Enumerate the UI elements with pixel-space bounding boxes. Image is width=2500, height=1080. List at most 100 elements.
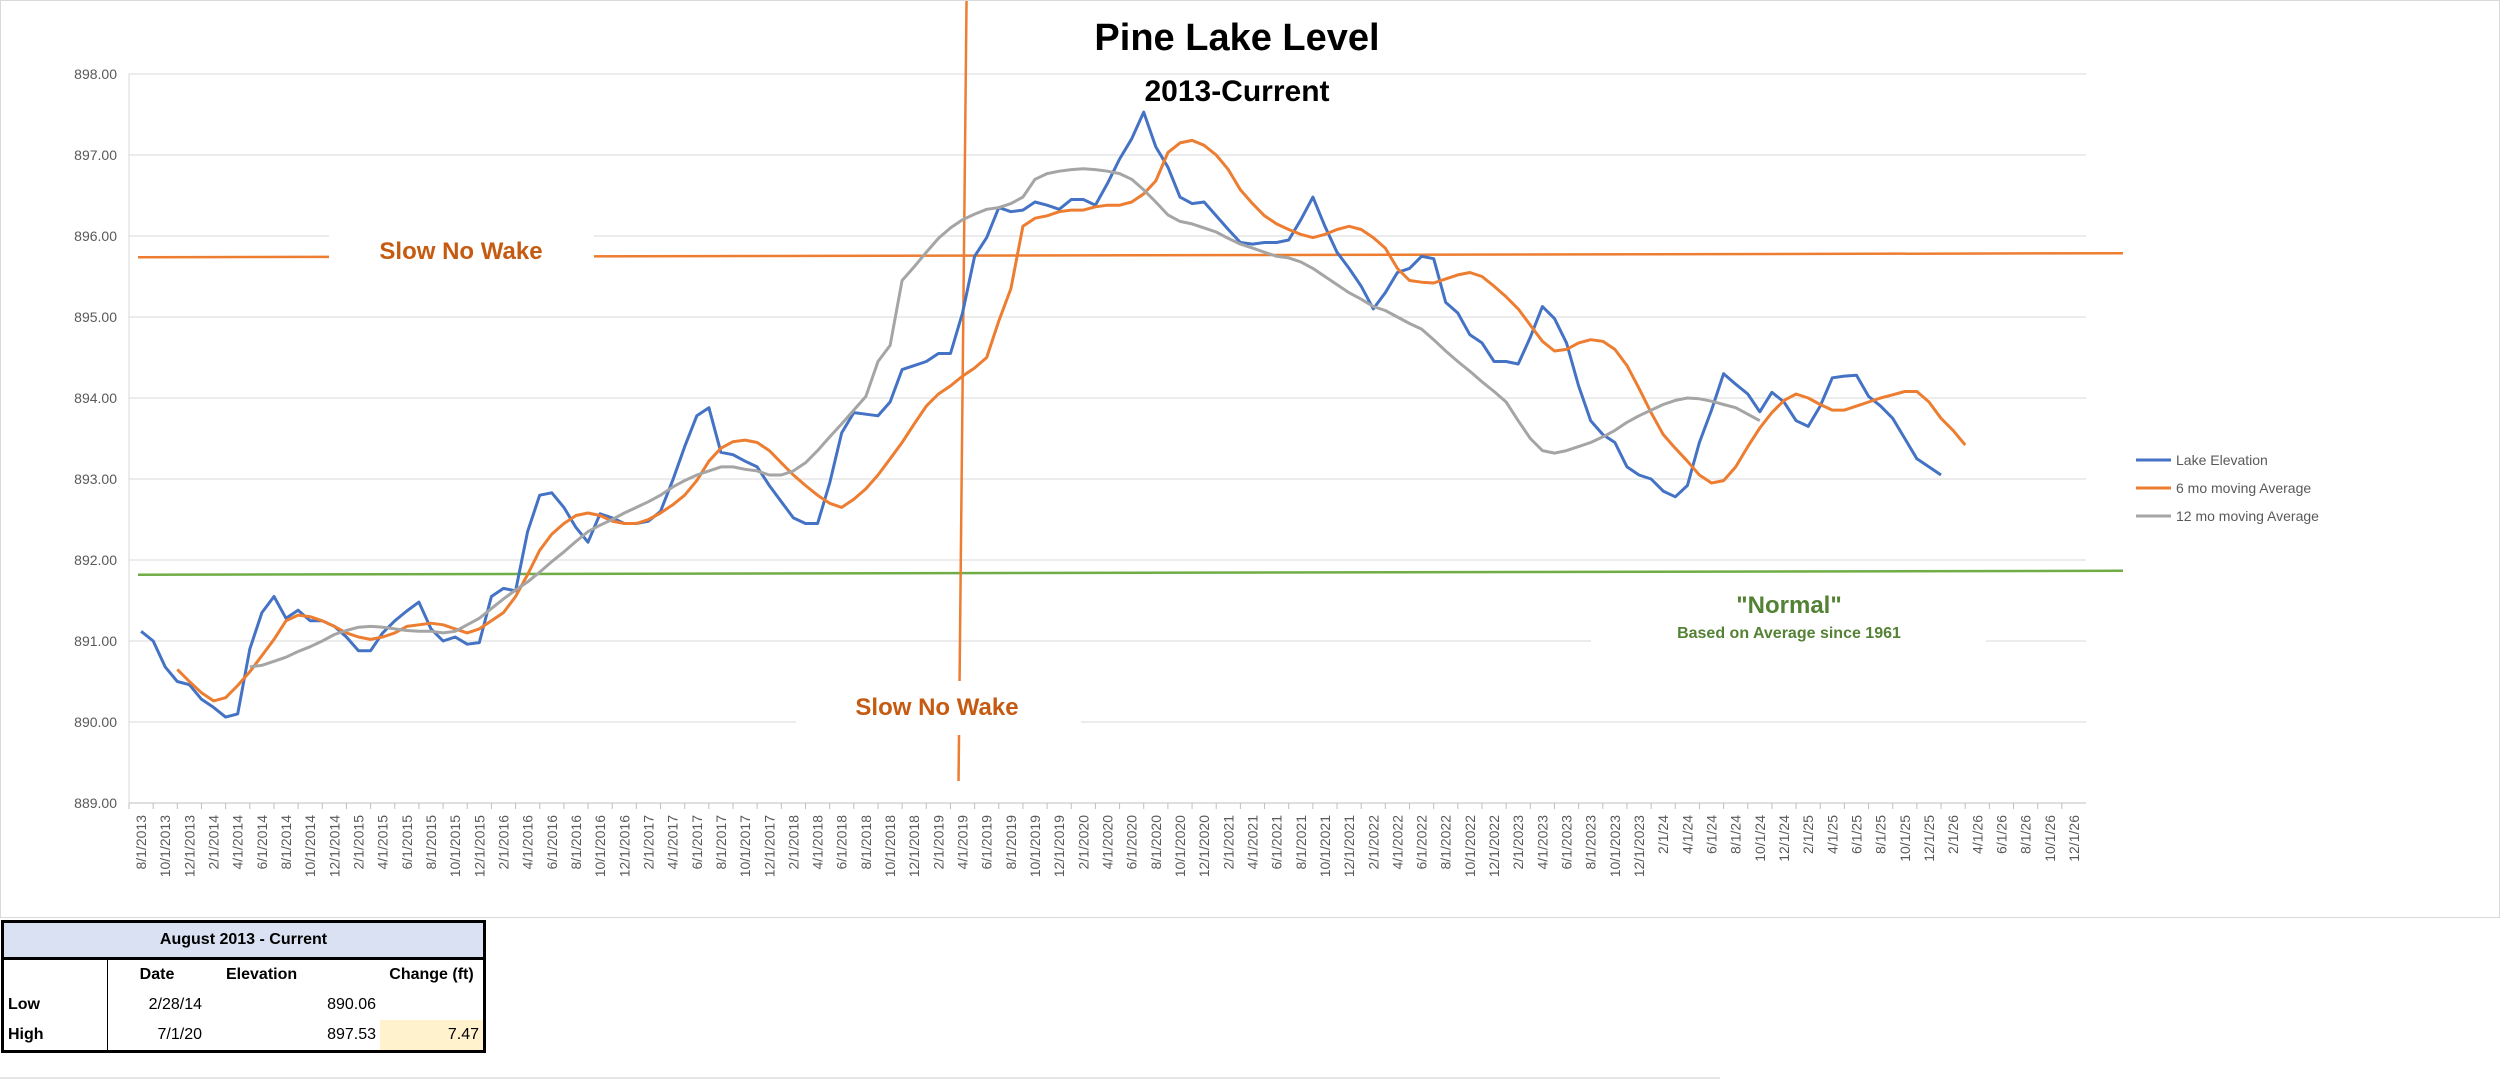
divider — [0, 1077, 1720, 1079]
x-tick-label: 4/1/2016 — [520, 815, 536, 870]
summary-table: August 2013 - Current Date Elevation Cha… — [1, 920, 486, 1053]
x-tick-label: 4/1/2022 — [1389, 815, 1405, 870]
gridlines — [128, 73, 2086, 804]
y-tick-label: 898.00 — [74, 66, 117, 82]
x-tick-label: 4/1/2023 — [1534, 815, 1550, 870]
x-tick-label: 12/1/2023 — [1631, 815, 1647, 877]
x-tick-label: 12/1/2021 — [1341, 815, 1357, 877]
series-line-1 — [140, 110, 1942, 719]
low-elevation: 890.06 — [327, 996, 376, 1013]
table-header-date: Date — [107, 958, 206, 990]
x-tick-label: 2/1/2021 — [1220, 815, 1236, 870]
x-tick-label: 10/1/2017 — [737, 815, 753, 877]
series-lines — [140, 110, 1967, 719]
x-tick-label: 10/1/2019 — [1027, 815, 1043, 877]
x-tick-label: 2/1/2023 — [1510, 815, 1526, 870]
line-chart: 889.00 890.00 891.00 892.00 893.00 894.00 895.… — [74, 1, 2319, 877]
x-tick-label: 2/1/25 — [1800, 815, 1816, 854]
x-tick-label: 12/1/2022 — [1486, 815, 1502, 877]
y-tick-label: 897.00 — [74, 147, 117, 163]
x-tick-label: 8/1/25 — [1873, 815, 1889, 854]
x-tick-label: 10/1/2014 — [302, 815, 318, 877]
x-tick-label: 10/1/2015 — [447, 815, 463, 877]
legend-label: Lake Elevation — [2176, 452, 2268, 468]
x-tick-label: 6/1/2018 — [834, 815, 850, 870]
x-tick-label: 10/1/2020 — [1172, 815, 1188, 877]
chart-subtitle: 2013-Current — [1144, 75, 1329, 108]
table-header-blank — [3, 959, 108, 991]
x-tick-label: 10/1/2023 — [1607, 815, 1623, 877]
x-tick-label: 6/1/2016 — [544, 815, 560, 870]
x-tick-label: 8/1/2015 — [423, 815, 439, 870]
x-tick-label: 8/1/2013 — [133, 815, 149, 870]
table-header-elevation: Elevation — [226, 966, 298, 983]
x-tick-label: 6/1/24 — [1704, 815, 1720, 854]
x-tick-label: 4/1/24 — [1679, 815, 1695, 854]
high-date: 7/1/20 — [107, 1020, 206, 1052]
x-tick-label: 10/1/2022 — [1462, 815, 1478, 877]
vertical-marker-line — [957, 1, 968, 782]
low-change — [380, 990, 485, 1020]
x-tick-label: 8/1/2019 — [1003, 815, 1019, 870]
x-tick-label: 6/1/2021 — [1269, 815, 1285, 870]
y-tick-label: 892.00 — [74, 552, 117, 568]
y-tick-label: 891.00 — [74, 633, 117, 649]
y-axis-ticks: 889.00 890.00 891.00 892.00 893.00 894.00 895.… — [74, 66, 117, 811]
legend-label: 12 mo moving Average — [2176, 508, 2319, 524]
x-tick-label: 12/1/26 — [2066, 815, 2082, 862]
y-tick-label: 894.00 — [74, 390, 117, 406]
x-tick-label: 8/1/2023 — [1583, 815, 1599, 870]
low-date: 2/28/14 — [107, 990, 206, 1020]
low-label: Low — [8, 996, 40, 1013]
annotations: Slow No Wake Slow No Wake "Normal" Based… — [329, 226, 1986, 735]
legend-label: 6 mo moving Average — [2176, 480, 2311, 496]
x-tick-label: 4/1/26 — [1969, 815, 1985, 854]
x-tick-label: 2/1/2017 — [640, 815, 656, 870]
x-tick-label: 4/1/2019 — [955, 815, 971, 870]
x-tick-label: 12/1/24 — [1776, 815, 1792, 862]
x-axis-ticks: 8/1/2013 10/1/2013 12/1/2013 2/1/2014 4/1/20… — [128, 803, 2082, 877]
high-label: High — [8, 1026, 44, 1043]
x-tick-label: 6/1/2022 — [1414, 815, 1430, 870]
x-tick-label: 8/1/24 — [1728, 815, 1744, 854]
x-tick-label: 10/1/2018 — [882, 815, 898, 877]
x-tick-label: 8/1/2021 — [1293, 815, 1309, 870]
x-tick-label: 4/1/2014 — [230, 815, 246, 870]
x-tick-label: 6/1/2017 — [689, 815, 705, 870]
x-tick-label: 6/1/2023 — [1559, 815, 1575, 870]
x-tick-label: 8/1/2016 — [568, 815, 584, 870]
y-tick-label: 889.00 — [74, 795, 117, 811]
x-tick-label: 4/1/2017 — [665, 815, 681, 870]
high-elevation: 897.53 — [327, 1026, 376, 1043]
x-tick-label: 4/1/25 — [1824, 815, 1840, 854]
x-tick-label: 4/1/2018 — [810, 815, 826, 870]
x-tick-label: 6/1/26 — [1993, 815, 2009, 854]
x-tick-label: 6/1/2020 — [1124, 815, 1140, 870]
table-header-change: Change (ft) — [389, 966, 474, 983]
x-tick-label: 2/1/26 — [1945, 815, 1961, 854]
table-row-high: High 7/1/20 897.53 7.47 — [3, 1020, 485, 1052]
slow-no-wake-label-mid: Slow No Wake — [855, 694, 1018, 721]
normal-level-line — [137, 569, 2124, 577]
x-tick-label: 4/1/2021 — [1244, 815, 1260, 870]
x-tick-label: 6/1/2015 — [399, 815, 415, 870]
normal-sublabel: Based on Average since 1961 — [1677, 625, 1901, 642]
x-tick-label: 2/1/2015 — [351, 815, 367, 870]
x-tick-label: 2/1/24 — [1655, 815, 1671, 854]
x-tick-label: 2/1/2022 — [1365, 815, 1381, 870]
slow-no-wake-label-top: Slow No Wake — [379, 238, 542, 265]
x-tick-label: 10/1/2013 — [157, 815, 173, 877]
x-tick-label: 8/1/2017 — [713, 815, 729, 870]
x-tick-label: 12/1/2017 — [761, 815, 777, 877]
y-tick-label: 893.00 — [74, 471, 117, 487]
table-caption: August 2013 - Current — [2, 921, 485, 960]
x-tick-label: 10/1/25 — [1897, 815, 1913, 862]
x-tick-label: 4/1/2020 — [1100, 815, 1116, 870]
x-tick-label: 4/1/2015 — [375, 815, 391, 870]
normal-label: "Normal" — [1736, 592, 1841, 619]
x-tick-label: 10/1/2016 — [592, 815, 608, 877]
x-tick-label: 10/1/26 — [2042, 815, 2058, 862]
x-tick-label: 12/1/2018 — [906, 815, 922, 877]
x-tick-label: 10/1/24 — [1752, 815, 1768, 862]
x-tick-label: 8/1/26 — [2018, 815, 2034, 854]
